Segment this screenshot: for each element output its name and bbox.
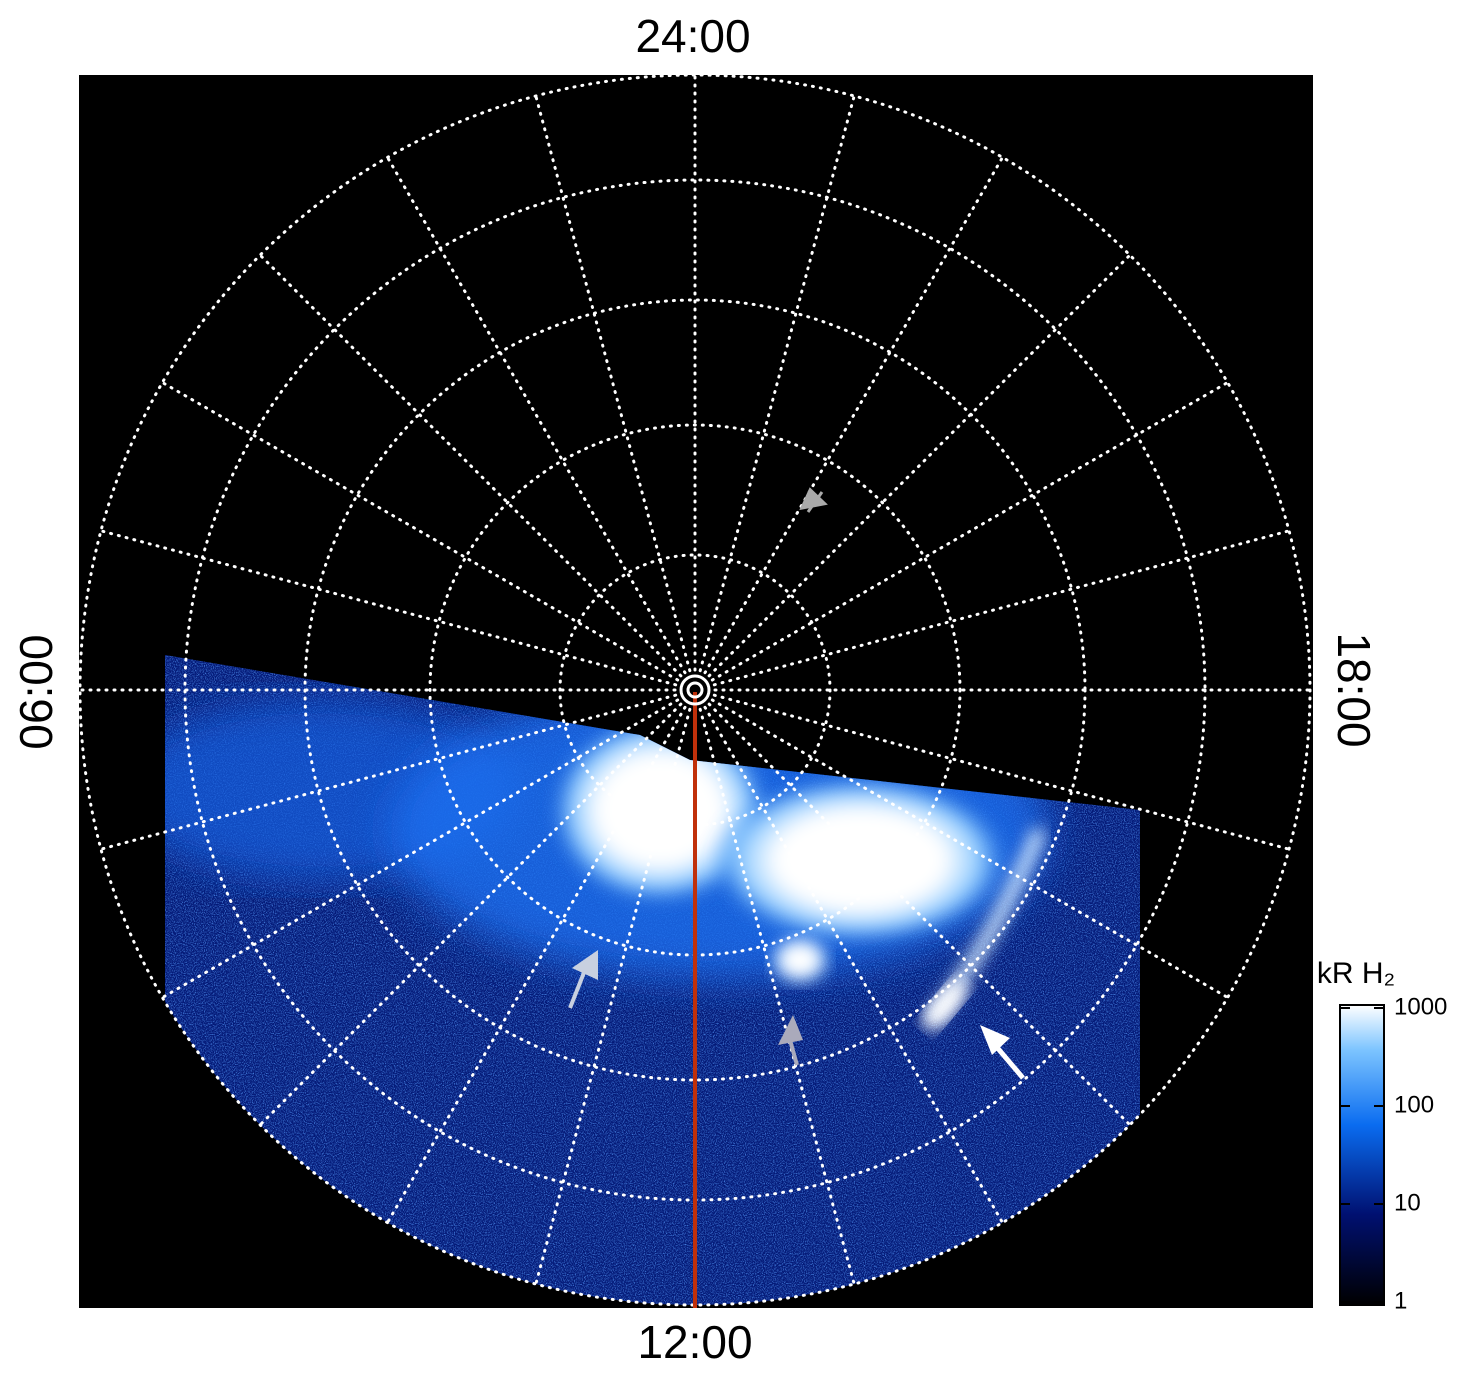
- left-label: 06:00: [10, 634, 62, 749]
- colorbar-scale: [1339, 1004, 1385, 1306]
- grid-spoke: [712, 693, 1291, 851]
- colorbar-title: kR H₂: [1317, 957, 1395, 990]
- grid-spoke: [712, 529, 1291, 687]
- grid-spoke: [99, 529, 678, 687]
- colorbar-tick-label: 1: [1394, 1287, 1407, 1314]
- colorbar-tick-label: 10: [1394, 1189, 1421, 1216]
- grid-spoke: [698, 707, 856, 1286]
- colorbar-tick-label: 100: [1394, 1091, 1434, 1118]
- grid-spoke: [258, 253, 683, 678]
- grid-spoke: [160, 698, 680, 999]
- grid-spoke: [707, 702, 1132, 1127]
- arrow: [980, 1025, 1025, 1080]
- top-label: 24:00: [635, 10, 750, 62]
- arrow: [778, 1015, 803, 1066]
- colorbar: kR H₂ 1 10 100 1000: [1317, 957, 1448, 1314]
- grid-spoke: [703, 705, 1004, 1225]
- grid-spoke: [707, 253, 1132, 678]
- grid-spoke: [386, 705, 687, 1225]
- pole-marker: [679, 674, 711, 706]
- grid-spoke: [160, 381, 680, 682]
- grid-spoke: [99, 693, 678, 851]
- grid-spoke: [258, 702, 683, 1127]
- arrow: [799, 487, 828, 513]
- grid-spoke: [534, 707, 692, 1286]
- grid-spoke: [386, 155, 687, 675]
- pole-marker: [686, 681, 704, 699]
- grid-spoke: [698, 94, 856, 673]
- grid-spoke: [710, 381, 1230, 682]
- colorbar-tick-label: 1000: [1394, 993, 1447, 1020]
- arrow: [568, 950, 598, 1009]
- grid-spoke: [703, 155, 1004, 675]
- grid-circle: [78, 73, 1312, 1307]
- grid-circle: [558, 553, 832, 827]
- grid-spoke: [534, 94, 692, 673]
- grid-spoke: [710, 698, 1230, 999]
- bottom-label: 12:00: [637, 1316, 752, 1368]
- right-label: 18:00: [1328, 632, 1380, 747]
- arrows: [568, 487, 1025, 1080]
